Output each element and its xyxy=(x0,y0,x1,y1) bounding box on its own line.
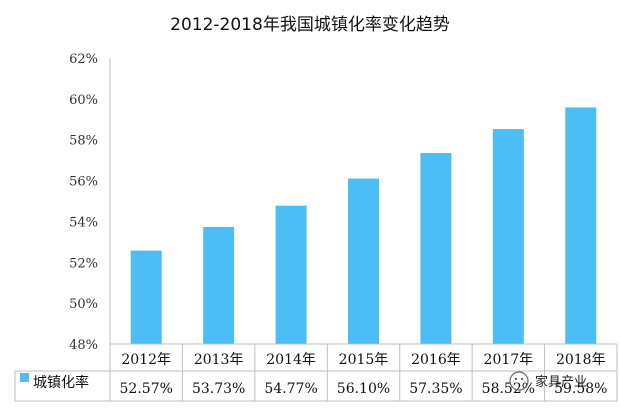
y-tick-label: 52% xyxy=(69,256,98,271)
data-label: 58.52% xyxy=(482,381,535,397)
wechat-icon xyxy=(509,371,529,391)
wechat-icon-eye-right xyxy=(520,377,524,381)
legend-label: 城镇化率 xyxy=(33,374,89,391)
y-tick-label: 54% xyxy=(69,215,98,230)
watermark-text: 家具产业 xyxy=(535,374,587,390)
category-label: 2017年 xyxy=(484,352,534,368)
category-label: 2018年 xyxy=(556,352,606,368)
category-label: 2012年 xyxy=(121,352,171,368)
bar-2015年 xyxy=(348,178,379,344)
chart-title: 2012-2018年我国城镇化率变化趋势 xyxy=(170,15,450,35)
bar-2016年 xyxy=(420,152,452,344)
category-label: 2015年 xyxy=(339,352,389,368)
legend-swatch xyxy=(20,373,29,382)
y-tick-label: 48% xyxy=(69,338,98,353)
category-label: 2013年 xyxy=(194,352,244,368)
bar-2014年 xyxy=(275,205,307,344)
category-label: 2016年 xyxy=(411,352,461,368)
data-label: 52.57% xyxy=(120,381,173,397)
y-tick-label: 62% xyxy=(69,52,98,67)
data-label: 56.10% xyxy=(337,381,390,397)
data-label: 53.73% xyxy=(192,381,245,397)
y-tick-label: 56% xyxy=(69,175,98,190)
data-table: 城镇化率 2012年 52.57% 2013年 53.73% 2014年 54.77% 20… xyxy=(14,343,618,402)
wechat-icon-eye-left xyxy=(514,377,518,381)
y-tick-label: 58% xyxy=(69,134,98,149)
bar-2013年 xyxy=(203,226,235,344)
category-label: 2014年 xyxy=(266,352,316,368)
y-tick-label: 60% xyxy=(69,93,98,108)
data-label: 59.58% xyxy=(554,381,607,397)
y-tick-label: 50% xyxy=(69,297,98,312)
bar-2018年 xyxy=(565,107,597,345)
bar-2017年 xyxy=(492,129,524,344)
bars xyxy=(130,107,597,345)
bar-2012年 xyxy=(130,250,162,344)
watermark: 家具产业 xyxy=(509,371,587,391)
y-axis: 48% 50% 52% 54% 56% 58% 60% 62% xyxy=(69,52,111,353)
data-label: 57.35% xyxy=(409,381,462,397)
data-label: 54.77% xyxy=(264,381,317,397)
